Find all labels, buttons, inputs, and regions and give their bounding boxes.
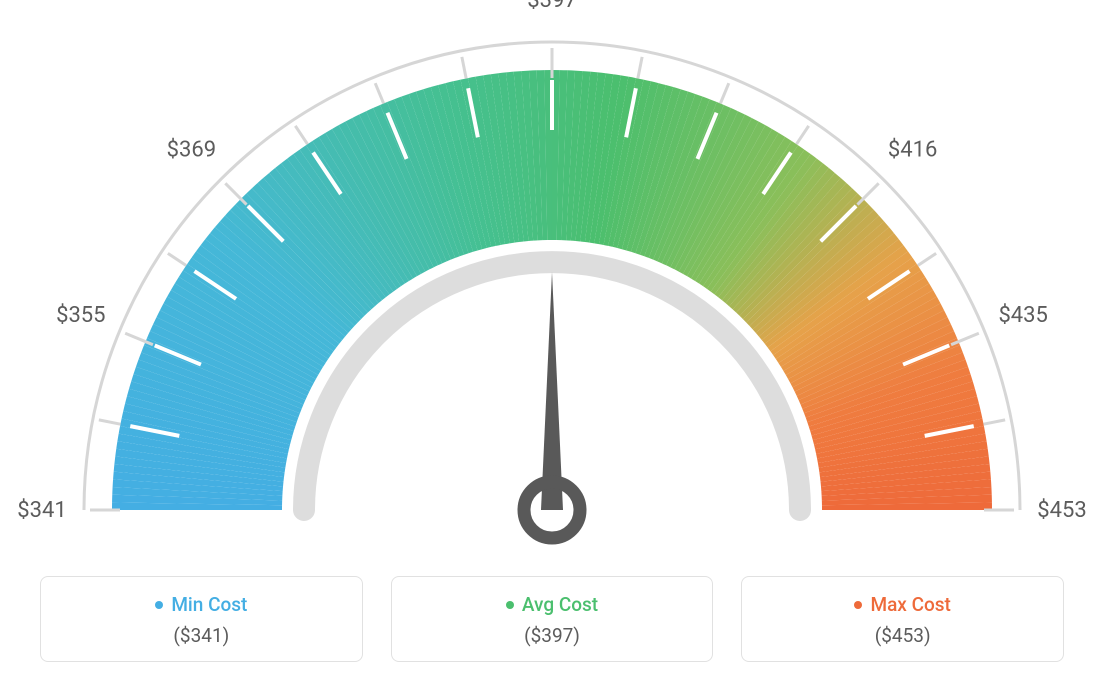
gauge-tick-minor — [796, 126, 808, 144]
legend-value-avg: ($397) — [402, 624, 703, 647]
legend-value-min: ($341) — [51, 624, 352, 647]
gauge-tick-label: $435 — [998, 303, 1047, 328]
gauge-tick-minor — [168, 253, 186, 265]
gauge-tick-label: $355 — [56, 303, 105, 328]
gauge-tick-minor — [638, 57, 642, 79]
legend-value-max: ($453) — [752, 624, 1053, 647]
gauge-tick-label: $369 — [167, 137, 216, 162]
gauge-tick-label: $341 — [17, 498, 66, 523]
legend-label-avg: Avg Cost — [522, 593, 598, 616]
legend-card-min: Min Cost ($341) — [40, 576, 363, 662]
gauge-tick-minor — [984, 420, 1006, 424]
gauge-tick-label: $416 — [888, 137, 937, 162]
gauge-tick-minor — [462, 57, 466, 79]
gauge-tick-major — [857, 183, 878, 204]
gauge-tick-minor — [720, 83, 728, 103]
legend-row: Min Cost ($341) Avg Cost ($397) Max Cost… — [40, 576, 1064, 662]
gauge-needle — [541, 272, 563, 510]
legend-dot-min — [155, 601, 163, 609]
gauge-tick-minor — [918, 253, 936, 265]
legend-card-avg: Avg Cost ($397) — [391, 576, 714, 662]
legend-card-max: Max Cost ($453) — [741, 576, 1064, 662]
gauge-tick-label: $453 — [1037, 498, 1086, 523]
gauge-tick-minor — [99, 420, 121, 424]
gauge-tick-label: $397 — [527, 0, 576, 13]
cost-gauge: $341 $355 $369 $397 $416 $435 $453 — [0, 0, 1104, 560]
gauge-tick-minor — [375, 83, 383, 103]
gauge-tick-minor — [295, 126, 307, 144]
legend-label-max: Max Cost — [870, 593, 950, 616]
legend-dot-max — [854, 601, 862, 609]
legend-dot-avg — [506, 601, 514, 609]
legend-label-min: Min Cost — [171, 593, 247, 616]
gauge-tick-major — [225, 183, 246, 204]
